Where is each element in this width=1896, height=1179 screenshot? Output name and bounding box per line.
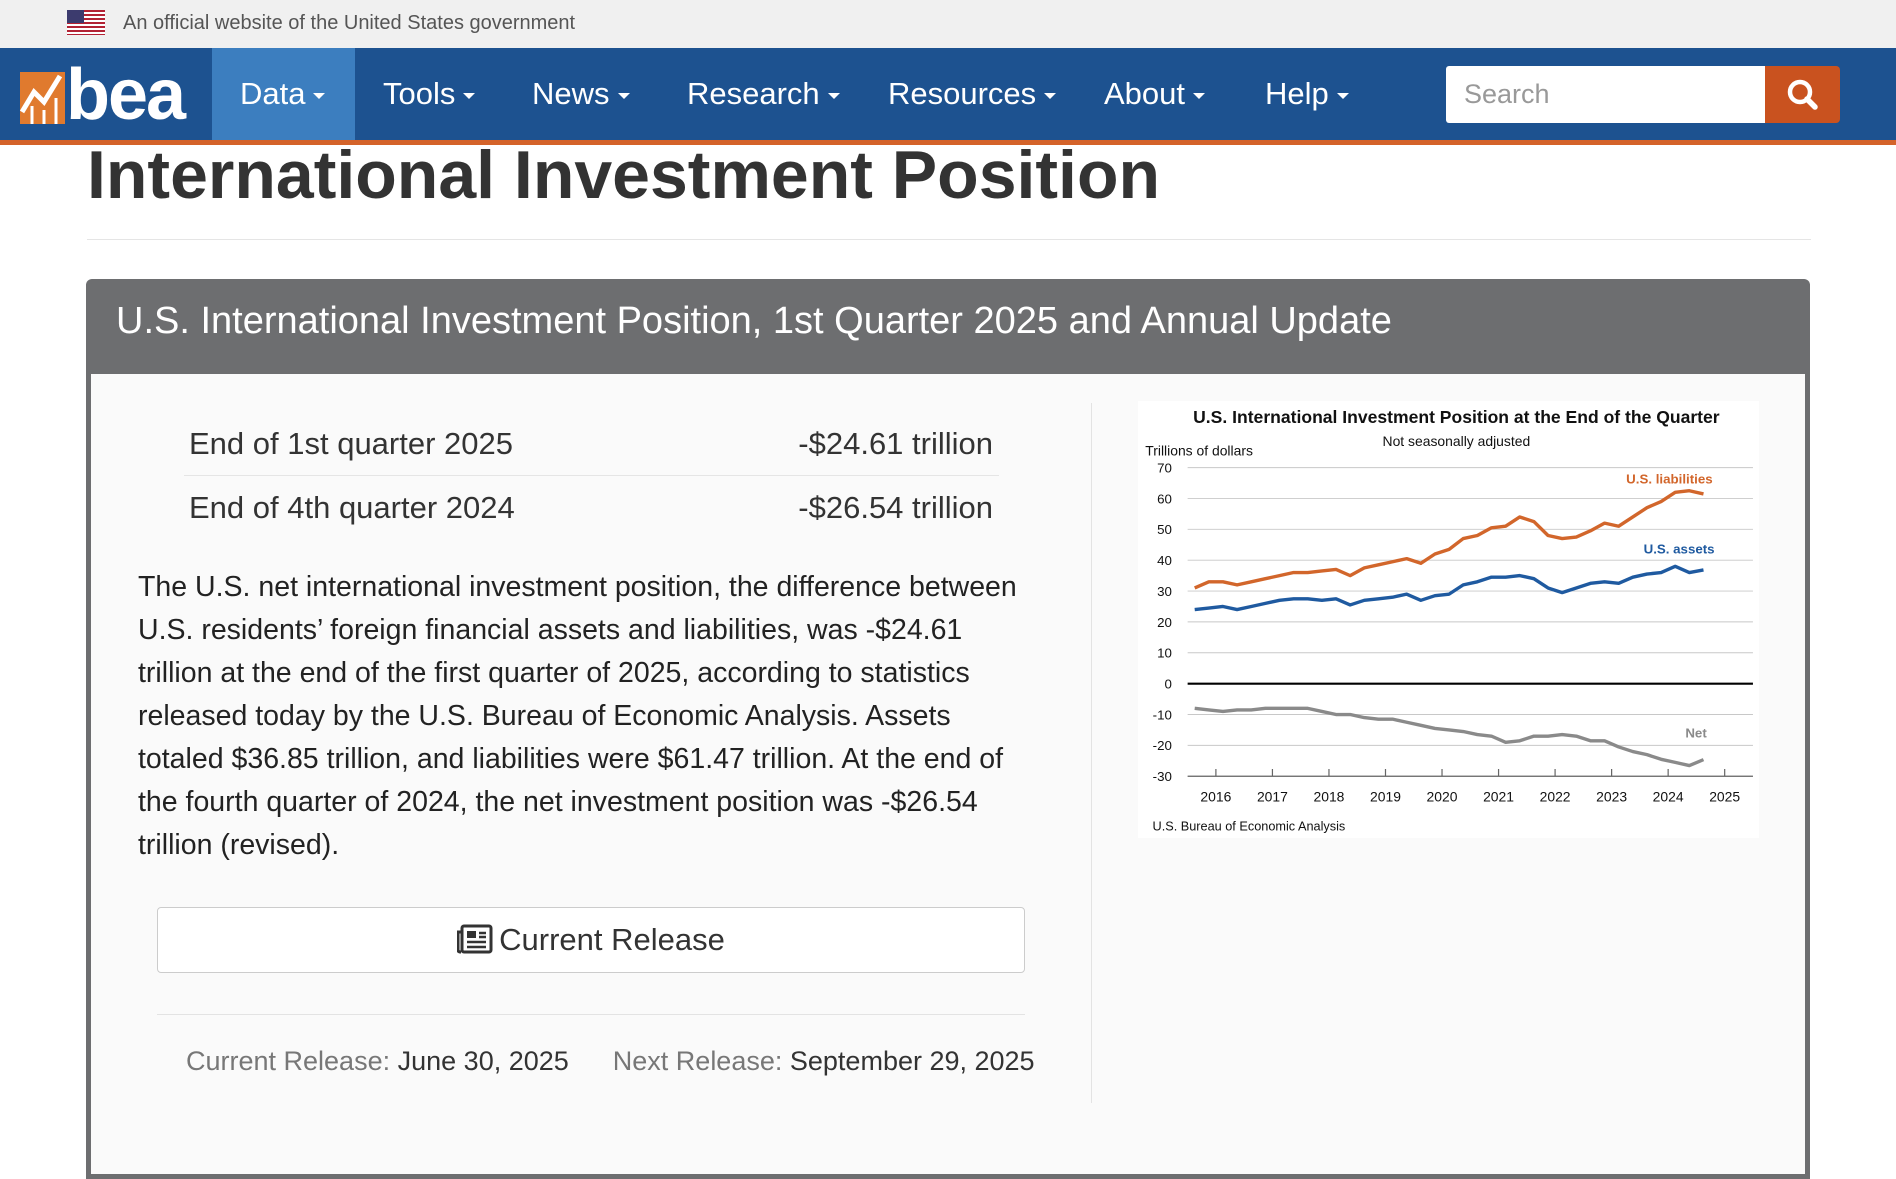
search-icon <box>1787 79 1818 110</box>
x-tick-label: 2017 <box>1257 789 1288 805</box>
x-tick-label: 2022 <box>1540 789 1571 805</box>
column-divider <box>1091 403 1092 1103</box>
x-tick-label: 2018 <box>1313 789 1344 805</box>
banner-text: An official website of the United States… <box>123 12 576 34</box>
stat-row: End of 4th quarter 2024 -$26.54 trillion <box>184 476 999 540</box>
search-button[interactable] <box>1765 66 1840 123</box>
y-tick-label: 60 <box>1157 491 1172 506</box>
y-tick-label: 30 <box>1157 584 1172 599</box>
x-tick-label: 2025 <box>1709 789 1740 805</box>
button-label: Current Release <box>499 922 725 957</box>
y-tick-label: -10 <box>1153 707 1172 722</box>
y-tick-label: 40 <box>1157 553 1172 568</box>
newspaper-icon <box>456 924 493 954</box>
y-tick-label: 0 <box>1164 677 1171 692</box>
body: An official website of the United States… <box>0 0 1896 1084</box>
y-tick-label: -20 <box>1153 738 1172 753</box>
y-tick-label: 50 <box>1157 522 1172 537</box>
nav-item[interactable]: News <box>504 48 658 140</box>
y-tick-label: 10 <box>1157 646 1172 661</box>
stat-label: End of 4th quarter 2024 <box>189 490 515 525</box>
search-input[interactable]: Search <box>1446 66 1765 123</box>
nav-item[interactable]: Help <box>1237 48 1377 140</box>
chart-title: U.S. International Investment Position a… <box>1193 407 1720 427</box>
y-axis-label: Trillions of dollars <box>1145 442 1253 458</box>
nav-item[interactable]: Tools <box>355 48 503 140</box>
release-date: June 30, 2025 <box>397 1046 569 1076</box>
logo[interactable]: bea <box>66 55 186 135</box>
x-tick-label: 2021 <box>1483 789 1514 805</box>
nav-item[interactable]: About <box>1076 48 1233 140</box>
x-tick-label: 2020 <box>1427 789 1458 805</box>
release-dates: Current Release: June 30, 2025 Next Relea… <box>186 1046 1035 1077</box>
y-tick-label: 70 <box>1157 460 1172 475</box>
x-tick-label: 2019 <box>1370 789 1401 805</box>
x-tick-label: 2016 <box>1200 789 1231 805</box>
page: International Investment Position { "ban… <box>0 0 1896 1084</box>
release-date: September 29, 2025 <box>789 1046 1035 1076</box>
series-line <box>1194 489 1704 590</box>
nav-item[interactable]: Data <box>212 48 355 140</box>
nav-item[interactable]: Research <box>659 48 868 140</box>
gov-banner: An official website of the United States… <box>0 0 1896 48</box>
stat-value: -$26.54 trillion <box>798 490 993 525</box>
series-line <box>1194 706 1705 768</box>
chart-background <box>1138 401 1759 838</box>
release-label: Current Release: <box>186 1046 391 1076</box>
stat-row: End of 1st quarter 2025 -$24.61 trillion <box>184 412 999 476</box>
chart: U.S. International Investment Position a… <box>1138 401 1759 838</box>
chart-subtitle: Not seasonally adjusted <box>1383 433 1531 449</box>
release-label: Next Release: <box>612 1046 783 1076</box>
series-label: Net <box>1685 726 1707 741</box>
stat-value: -$24.61 trillion <box>798 426 993 461</box>
logo-icon <box>20 72 65 124</box>
y-tick-label: -30 <box>1153 769 1172 784</box>
stat-label: End of 1st quarter 2025 <box>189 426 514 461</box>
divider <box>87 239 1811 240</box>
divider <box>157 1014 1025 1015</box>
us-flag <box>67 10 105 35</box>
series-line <box>1194 564 1704 612</box>
summary-text: The U.S. net international investment po… <box>138 571 1017 861</box>
nav-item[interactable]: Resources <box>860 48 1084 140</box>
card-title: U.S. International Investment Position, … <box>116 300 1392 342</box>
x-tick-label: 2023 <box>1596 789 1627 805</box>
series-label: U.S. liabilities <box>1626 471 1712 486</box>
current-release-button[interactable]: Current Release <box>157 907 1025 973</box>
x-tick-label: 2024 <box>1653 789 1684 805</box>
series-label: U.S. assets <box>1644 542 1715 557</box>
y-tick-label: 20 <box>1157 615 1172 630</box>
chart-source: U.S. Bureau of Economic Analysis <box>1153 819 1346 834</box>
page-title: International Investment Position <box>87 137 1161 213</box>
